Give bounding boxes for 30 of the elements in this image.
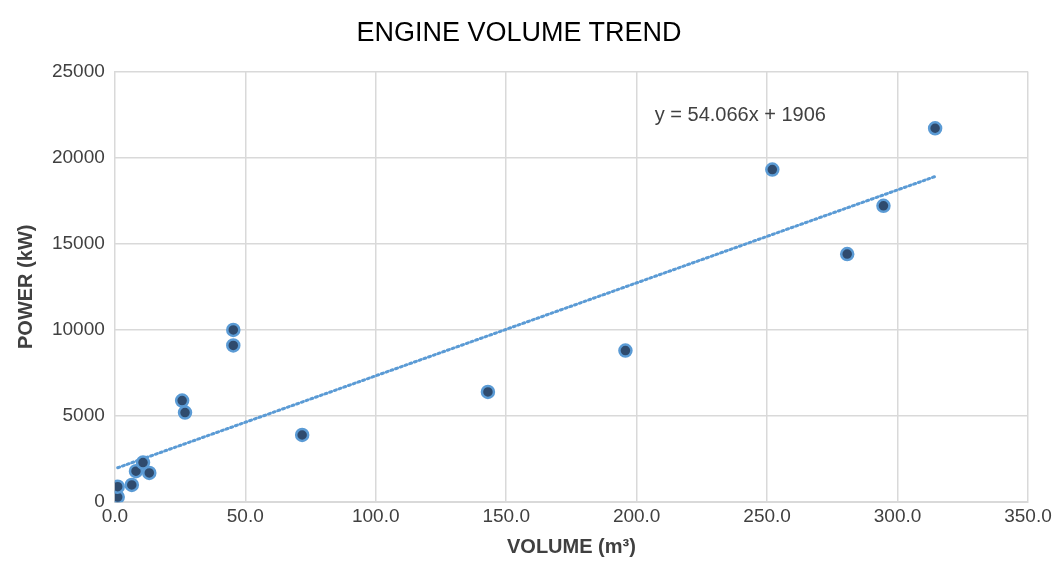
point: [226, 322, 241, 338]
chart-title: ENGINE VOLUME TREND: [356, 16, 682, 47]
point: [124, 477, 140, 493]
point: [174, 393, 190, 408]
y-tick-label: 25000: [51, 59, 105, 81]
point: [876, 198, 891, 214]
x-tick-label: 250.0: [743, 504, 791, 526]
point: [142, 465, 157, 481]
x-axis-title: VOLUME (m³): [506, 534, 636, 557]
point: [177, 405, 193, 420]
y-tick-label: 10000: [51, 318, 105, 340]
y-tick-label: 20000: [51, 145, 105, 167]
point: [226, 338, 241, 353]
x-tick-label: 200.0: [612, 504, 661, 526]
point: [765, 162, 780, 177]
x-tick-label: 50.0: [226, 504, 264, 526]
point: [618, 343, 633, 358]
annotation: y = 54.066x + 1906: [654, 102, 826, 125]
point: [135, 455, 151, 470]
y-tick-label: 5000: [62, 404, 105, 426]
point: [294, 427, 310, 443]
point: [839, 246, 855, 262]
x-tick-label: 350.0: [1004, 504, 1052, 526]
x-tick-label: 150.0: [482, 504, 530, 526]
x-tick-label: 100.0: [351, 504, 400, 526]
point: [480, 384, 496, 400]
point: [927, 121, 943, 136]
y-tick-label: 15000: [51, 231, 105, 253]
y-axis-title: POWER (kW): [13, 224, 36, 350]
x-tick-label: 300.0: [873, 504, 922, 526]
